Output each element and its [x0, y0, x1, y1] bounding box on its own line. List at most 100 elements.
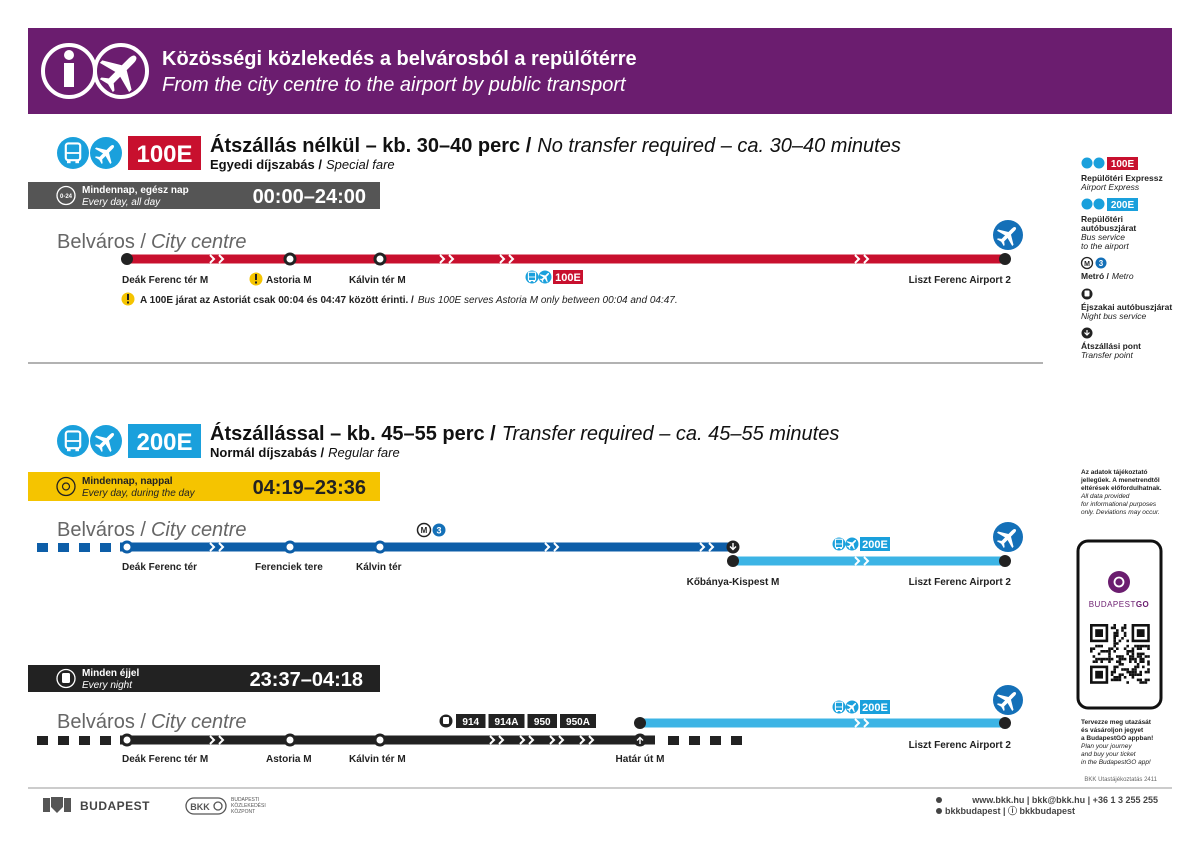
qr-module: [1103, 657, 1106, 661]
qr-module: [1092, 647, 1096, 650]
fare-en: Regular fare: [328, 445, 400, 460]
schedule-label: Minden éjjel: [82, 668, 139, 679]
qr-module: [1129, 657, 1132, 661]
chevron: [553, 542, 560, 552]
qr-module: [1131, 673, 1135, 676]
qr-module: [1139, 652, 1142, 656]
shape: M: [421, 526, 428, 535]
prompt-line: a BudapestGO appban!: [1081, 735, 1153, 742]
qr-module: [1118, 660, 1122, 663]
info-dot: [936, 797, 942, 803]
qr-module: [1118, 673, 1122, 676]
qr-module: [1126, 652, 1129, 656]
shape: [1084, 290, 1090, 297]
qr-module: [1142, 681, 1145, 684]
chevron: [218, 735, 225, 745]
qr-module: [1113, 639, 1116, 643]
prompt-line: Tervezze meg utazását: [1081, 719, 1152, 726]
shape: [860, 700, 890, 714]
qr-module: [1136, 644, 1140, 648]
bkk-name: KÖZPONT: [231, 808, 255, 815]
app-logo: [1108, 571, 1130, 593]
disclaimer-line: Az adatok tájékoztató: [1081, 469, 1147, 476]
heading-en: Transfer required – ca. 45–55 minutes: [502, 423, 840, 445]
schedule-bar: [28, 472, 380, 501]
qr-module: [1134, 668, 1137, 671]
qr-finder: [1136, 629, 1145, 637]
legend-badge: 200E: [1111, 200, 1135, 211]
shape: [636, 736, 644, 744]
qr-module: [1147, 670, 1150, 674]
qr-module: [1129, 673, 1132, 676]
contact: www.bkk.hu | bkk@bkk.hu | +36 1 3 255 25…: [971, 795, 1158, 805]
bus-tag-label: 914A: [495, 717, 519, 728]
qr-module: [1129, 670, 1132, 674]
qr-module: [1095, 660, 1098, 663]
night-icon: [56, 668, 76, 689]
chevrons: [209, 718, 870, 745]
prompt-line: Plan your journey: [1081, 743, 1132, 750]
shape: [1093, 198, 1105, 210]
qr-module: [1116, 660, 1119, 663]
qr-module: [1113, 624, 1116, 627]
schedule-label-en: Every day, all day: [82, 197, 161, 208]
chevron: [699, 542, 706, 552]
qr-module: [1090, 647, 1093, 650]
subtitle: From the city centre to the airport by p…: [162, 74, 627, 96]
qr-module: [1142, 660, 1145, 663]
qr-module: [1131, 670, 1135, 674]
origin-hu: Belváros /: [57, 711, 146, 733]
shape: [416, 522, 432, 538]
schedule-time: 00:00–24:00: [253, 186, 366, 208]
qr-module: [1123, 647, 1127, 650]
chevron: [209, 542, 216, 552]
shape: [1113, 576, 1125, 588]
qr-module: [1144, 655, 1148, 658]
qr-module: [1126, 650, 1129, 653]
qr-module: [1139, 660, 1142, 663]
shape: [710, 736, 721, 745]
qr-module: [1126, 644, 1129, 648]
icon-label: 0-24: [60, 194, 73, 200]
qr-module: [1131, 650, 1135, 653]
header-band: [28, 28, 1172, 114]
qr-module: [1118, 678, 1122, 682]
shape: [100, 736, 111, 745]
shape: M: [1084, 261, 1090, 268]
legend-label-en: Night bus service: [1081, 311, 1146, 321]
shape: [61, 482, 71, 491]
prompt-line: és vásároljon jegyet: [1081, 727, 1144, 734]
shape: [1080, 256, 1094, 270]
schedule-time: 23:37–04:18: [250, 669, 363, 691]
stop-label: Kőbánya-Kispest M: [687, 577, 780, 588]
qr-module: [1129, 650, 1132, 653]
qr-module: [1110, 657, 1114, 661]
qr-module: [1113, 678, 1116, 682]
legend-label: Metró / Metro: [1081, 271, 1134, 281]
chevron: [544, 542, 551, 552]
shape: [64, 50, 74, 60]
info-icon: [41, 41, 151, 101]
stop: [634, 717, 646, 729]
shape: [1107, 157, 1138, 170]
origin-hu: Belváros /: [57, 519, 146, 541]
qr-module: [1113, 634, 1116, 637]
dashes: [37, 736, 742, 745]
qr-module: [1139, 644, 1142, 648]
legend-label: Átszállási pont: [1081, 341, 1141, 351]
schedule-bar: [28, 665, 380, 692]
qr-module: [1147, 663, 1150, 666]
schedule-label: Mindennap, egész nap: [82, 185, 189, 196]
qr-module: [1121, 657, 1124, 661]
metro-icon: M: [416, 522, 432, 538]
qr-module: [1131, 676, 1135, 679]
legend-label: Repülőtéri Expressz: [1081, 173, 1163, 183]
prompt-line: in the BudapestGO app!: [1081, 759, 1151, 766]
stop: [283, 540, 297, 554]
heading: Átszállás nélkül – kb. 30–40 perc / No tr…: [210, 134, 901, 157]
qr-module: [1123, 626, 1127, 630]
bus-tag-label: 950A: [566, 717, 590, 728]
qr-module: [1116, 642, 1119, 645]
qr-module: [1121, 673, 1124, 676]
shape: [255, 274, 257, 280]
